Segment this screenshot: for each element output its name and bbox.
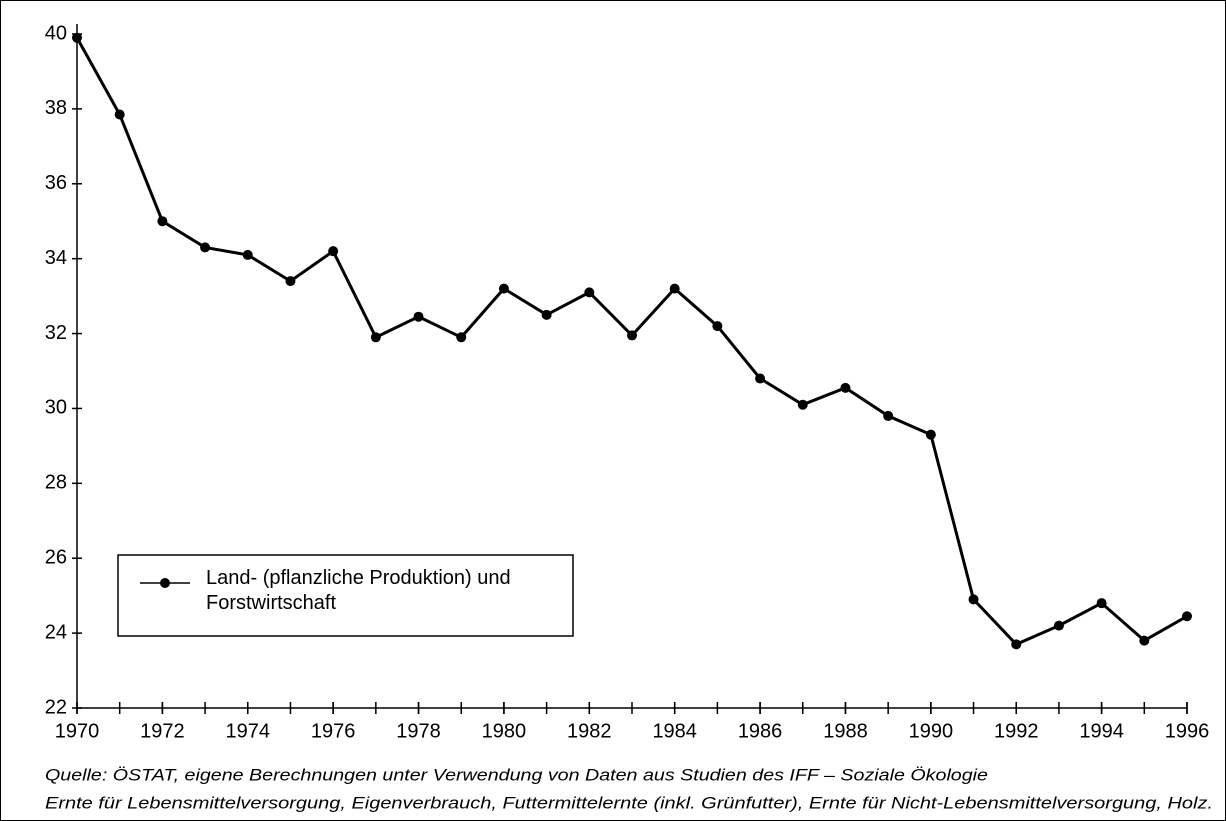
note: Quelle: ÖSTAT, eigene Berechnungen unter… <box>45 765 988 784</box>
y-tick-label: 38 <box>45 97 67 119</box>
point <box>114 109 125 120</box>
point <box>413 311 424 322</box>
x-tick-label: 1980 <box>482 720 527 742</box>
point <box>72 32 82 43</box>
x-tick-label: 1976 <box>311 720 356 742</box>
point <box>925 429 936 440</box>
y-tick-label: 36 <box>45 172 67 194</box>
x-tick-label: 1992 <box>994 720 1039 742</box>
point <box>883 410 894 421</box>
x-tick-label: 1972 <box>140 720 185 742</box>
legend-label: Land- (pflanzliche Produktion) und Forst… <box>206 567 511 614</box>
point <box>840 382 851 393</box>
point <box>669 283 680 294</box>
point <box>370 332 381 343</box>
point <box>1182 611 1192 622</box>
x-tick-label: 1978 <box>396 720 441 742</box>
point <box>1096 598 1107 609</box>
point <box>328 246 339 257</box>
y-tick-label: 40 <box>45 22 67 44</box>
y-tick-label: 34 <box>45 247 67 269</box>
x-tick-label: 1974 <box>226 720 271 742</box>
point <box>968 594 979 605</box>
x-tick-label: 1994 <box>1079 720 1124 742</box>
y-tick-label: 32 <box>45 322 67 344</box>
x-tick-label: 1988 <box>823 720 868 742</box>
point <box>1053 620 1064 631</box>
x-tick-label: 1982 <box>567 720 612 742</box>
x-tick-label: 1970 <box>55 720 100 742</box>
point <box>627 330 637 341</box>
point <box>1139 635 1150 646</box>
point <box>285 276 296 287</box>
point <box>498 283 509 294</box>
point <box>712 321 723 332</box>
y-tick-label: 28 <box>45 472 67 494</box>
note: Ernte für Lebensmittelversorgung, Eigenv… <box>45 793 1213 812</box>
point <box>242 249 253 260</box>
point <box>157 216 168 227</box>
legend-box <box>117 554 574 637</box>
x-tick-label: 1986 <box>738 720 783 742</box>
y-tick-label: 22 <box>45 696 67 718</box>
point <box>1011 639 1022 650</box>
y-tick-label: 26 <box>45 547 67 569</box>
x-tick-label: 1996 <box>1165 720 1210 742</box>
legend-marker <box>160 578 170 588</box>
y-tick-label: 24 <box>45 621 67 643</box>
x-tick-label: 1990 <box>909 720 954 742</box>
x-tick-label: 1984 <box>652 720 697 742</box>
point <box>200 242 211 253</box>
point <box>755 373 766 384</box>
point <box>456 332 467 343</box>
y-tick-label: 30 <box>45 397 67 419</box>
point <box>541 309 552 320</box>
point <box>797 399 808 410</box>
point <box>584 287 595 298</box>
